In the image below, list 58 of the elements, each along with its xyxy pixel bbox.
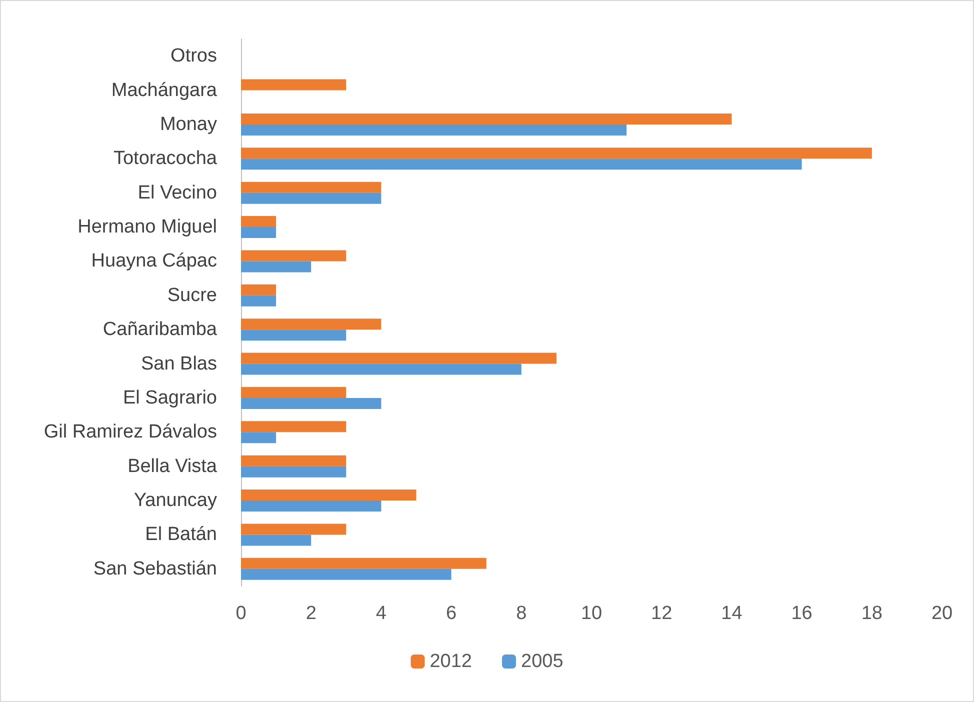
y-tick-label: Otros xyxy=(170,46,217,67)
bar xyxy=(241,113,732,124)
bar xyxy=(241,216,276,228)
x-tick-label: 8 xyxy=(516,603,527,624)
x-tick-label: 18 xyxy=(861,603,882,624)
y-tick-label: Cañaribamba xyxy=(102,319,218,340)
y-tick-label: Sucre xyxy=(167,284,217,306)
y-tick-label: Machángara xyxy=(111,80,218,101)
x-tick-label: 4 xyxy=(376,603,387,624)
y-tick-label: El Sagrario xyxy=(123,387,217,408)
bar xyxy=(241,558,486,569)
y-tick-label: Monay xyxy=(160,114,218,135)
bar xyxy=(241,148,872,159)
legend-label: 2012 xyxy=(430,651,472,672)
bar xyxy=(241,330,346,341)
y-tick-label: Bella Vista xyxy=(128,456,218,477)
bar xyxy=(241,466,346,478)
y-tick-label: San Sebastián xyxy=(93,558,217,580)
y-tick-label: Huayna Cápac xyxy=(91,250,217,272)
bar xyxy=(241,524,346,535)
bar xyxy=(241,364,522,375)
bar xyxy=(241,568,452,580)
bar xyxy=(241,455,346,466)
bar xyxy=(241,79,346,90)
x-tick-label: 20 xyxy=(931,603,953,624)
y-tick-label: Totoracocha xyxy=(113,148,218,170)
y-tick-label: El Batán xyxy=(145,524,217,546)
bar xyxy=(241,227,276,238)
x-tick-label: 6 xyxy=(446,603,457,624)
bar xyxy=(241,295,276,306)
bar xyxy=(241,432,276,444)
y-tick-label: San Blas xyxy=(140,353,217,374)
x-tick-label: 12 xyxy=(651,603,672,624)
y-tick-label: Hermano Miguel xyxy=(78,216,217,238)
x-tick-label: 0 xyxy=(236,603,246,624)
bar xyxy=(241,192,382,204)
bar xyxy=(241,490,416,501)
bar xyxy=(241,158,802,170)
y-tick-label: El Vecino xyxy=(138,182,217,204)
bar xyxy=(241,534,312,546)
bar xyxy=(241,318,382,330)
y-tick-label: Yanuncay xyxy=(134,490,218,512)
x-tick-label: 16 xyxy=(791,603,812,624)
x-tick-label: 2 xyxy=(306,603,316,624)
legend-label: 2005 xyxy=(521,651,564,672)
bar xyxy=(241,124,627,136)
bar xyxy=(241,421,346,432)
bar xyxy=(241,398,382,409)
bar xyxy=(241,261,312,272)
bar xyxy=(241,284,276,296)
x-tick-label: 10 xyxy=(580,603,602,624)
bar xyxy=(241,352,556,364)
bar xyxy=(241,250,346,262)
y-tick-label: Gil Ramirez Dávalos xyxy=(44,422,217,443)
bar xyxy=(241,500,382,512)
bar xyxy=(241,182,382,193)
bar xyxy=(241,386,346,398)
x-tick-label: 14 xyxy=(721,603,743,624)
